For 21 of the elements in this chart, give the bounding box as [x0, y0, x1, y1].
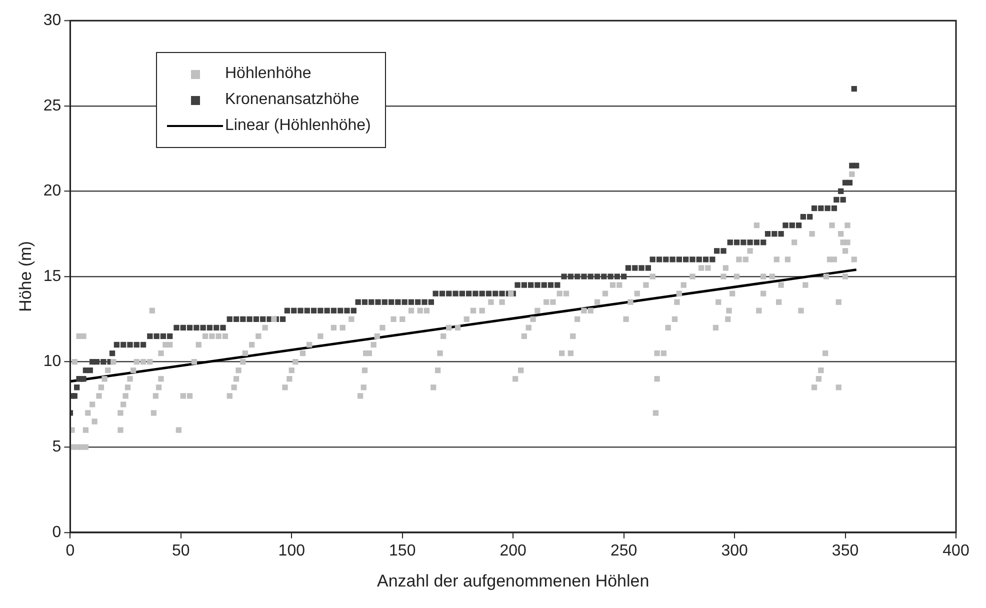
- legend-label: Linear (Höhlenhöhe): [225, 117, 371, 135]
- legend-label: Höhlenhöhe: [225, 65, 312, 83]
- y-tick-label: 20: [43, 182, 62, 200]
- x-tick-label: 100: [278, 542, 306, 560]
- y-tick-label: 25: [43, 97, 62, 114]
- x-tick-label: 50: [172, 542, 190, 560]
- x-axis-title: Anzahl der aufgenommenen Höhlen: [377, 571, 650, 590]
- x-tick-label: 250: [610, 542, 638, 560]
- y-tick-label: 15: [43, 268, 62, 285]
- y-tick-label: 0: [52, 524, 62, 541]
- x-tick-label: 200: [500, 542, 527, 560]
- y-tick-label: 10: [43, 353, 62, 370]
- legend-label: Kronenansatzhöhe: [225, 91, 360, 109]
- y-axis-title: Höhe (m): [16, 241, 35, 312]
- x-tick-label: 300: [721, 542, 748, 560]
- y-tick-label: 5: [52, 438, 62, 456]
- x-tick-label: 400: [942, 542, 970, 560]
- x-tick-label: 150: [389, 542, 416, 560]
- x-tick-label: 0: [66, 542, 75, 560]
- y-tick-label: 30: [43, 12, 62, 30]
- x-tick-label: 350: [832, 542, 859, 560]
